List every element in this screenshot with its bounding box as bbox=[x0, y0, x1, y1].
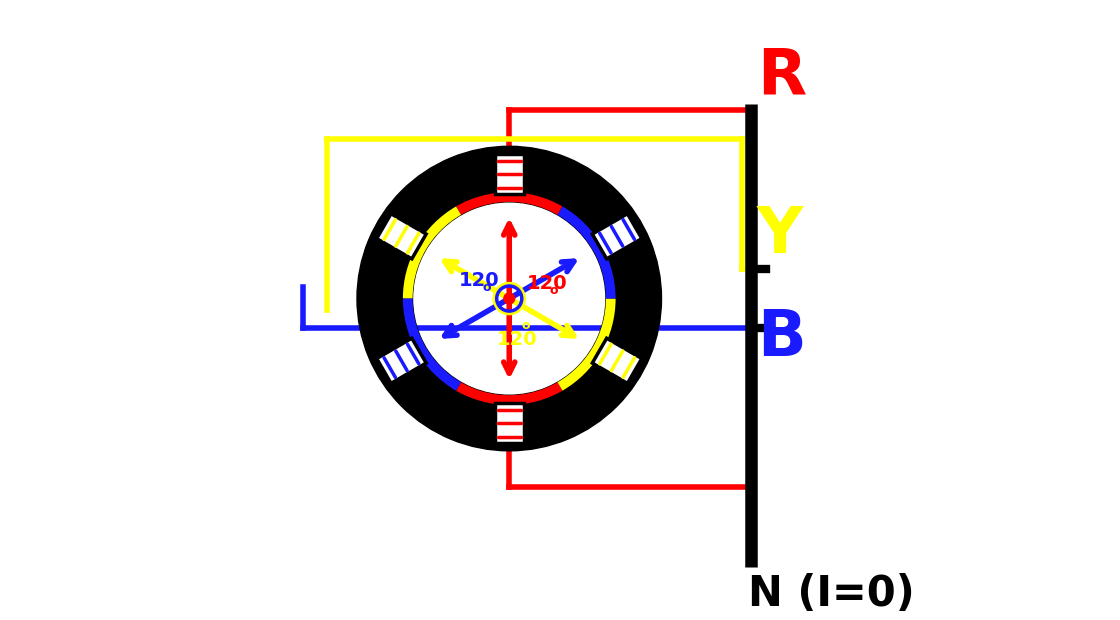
Circle shape bbox=[504, 293, 514, 304]
Polygon shape bbox=[495, 403, 523, 443]
Text: 120: 120 bbox=[497, 330, 538, 348]
Polygon shape bbox=[376, 214, 427, 259]
Text: o: o bbox=[483, 281, 491, 294]
Text: Y: Y bbox=[757, 204, 803, 266]
Text: 120: 120 bbox=[528, 273, 568, 293]
Polygon shape bbox=[376, 339, 427, 383]
Polygon shape bbox=[495, 154, 523, 194]
Polygon shape bbox=[592, 214, 642, 259]
Text: o: o bbox=[550, 283, 559, 296]
Text: 120: 120 bbox=[458, 271, 500, 290]
Text: N (I=0): N (I=0) bbox=[748, 574, 915, 615]
Text: B: B bbox=[757, 307, 805, 369]
Text: R: R bbox=[757, 45, 806, 107]
Polygon shape bbox=[592, 339, 642, 383]
Text: o: o bbox=[521, 319, 530, 332]
